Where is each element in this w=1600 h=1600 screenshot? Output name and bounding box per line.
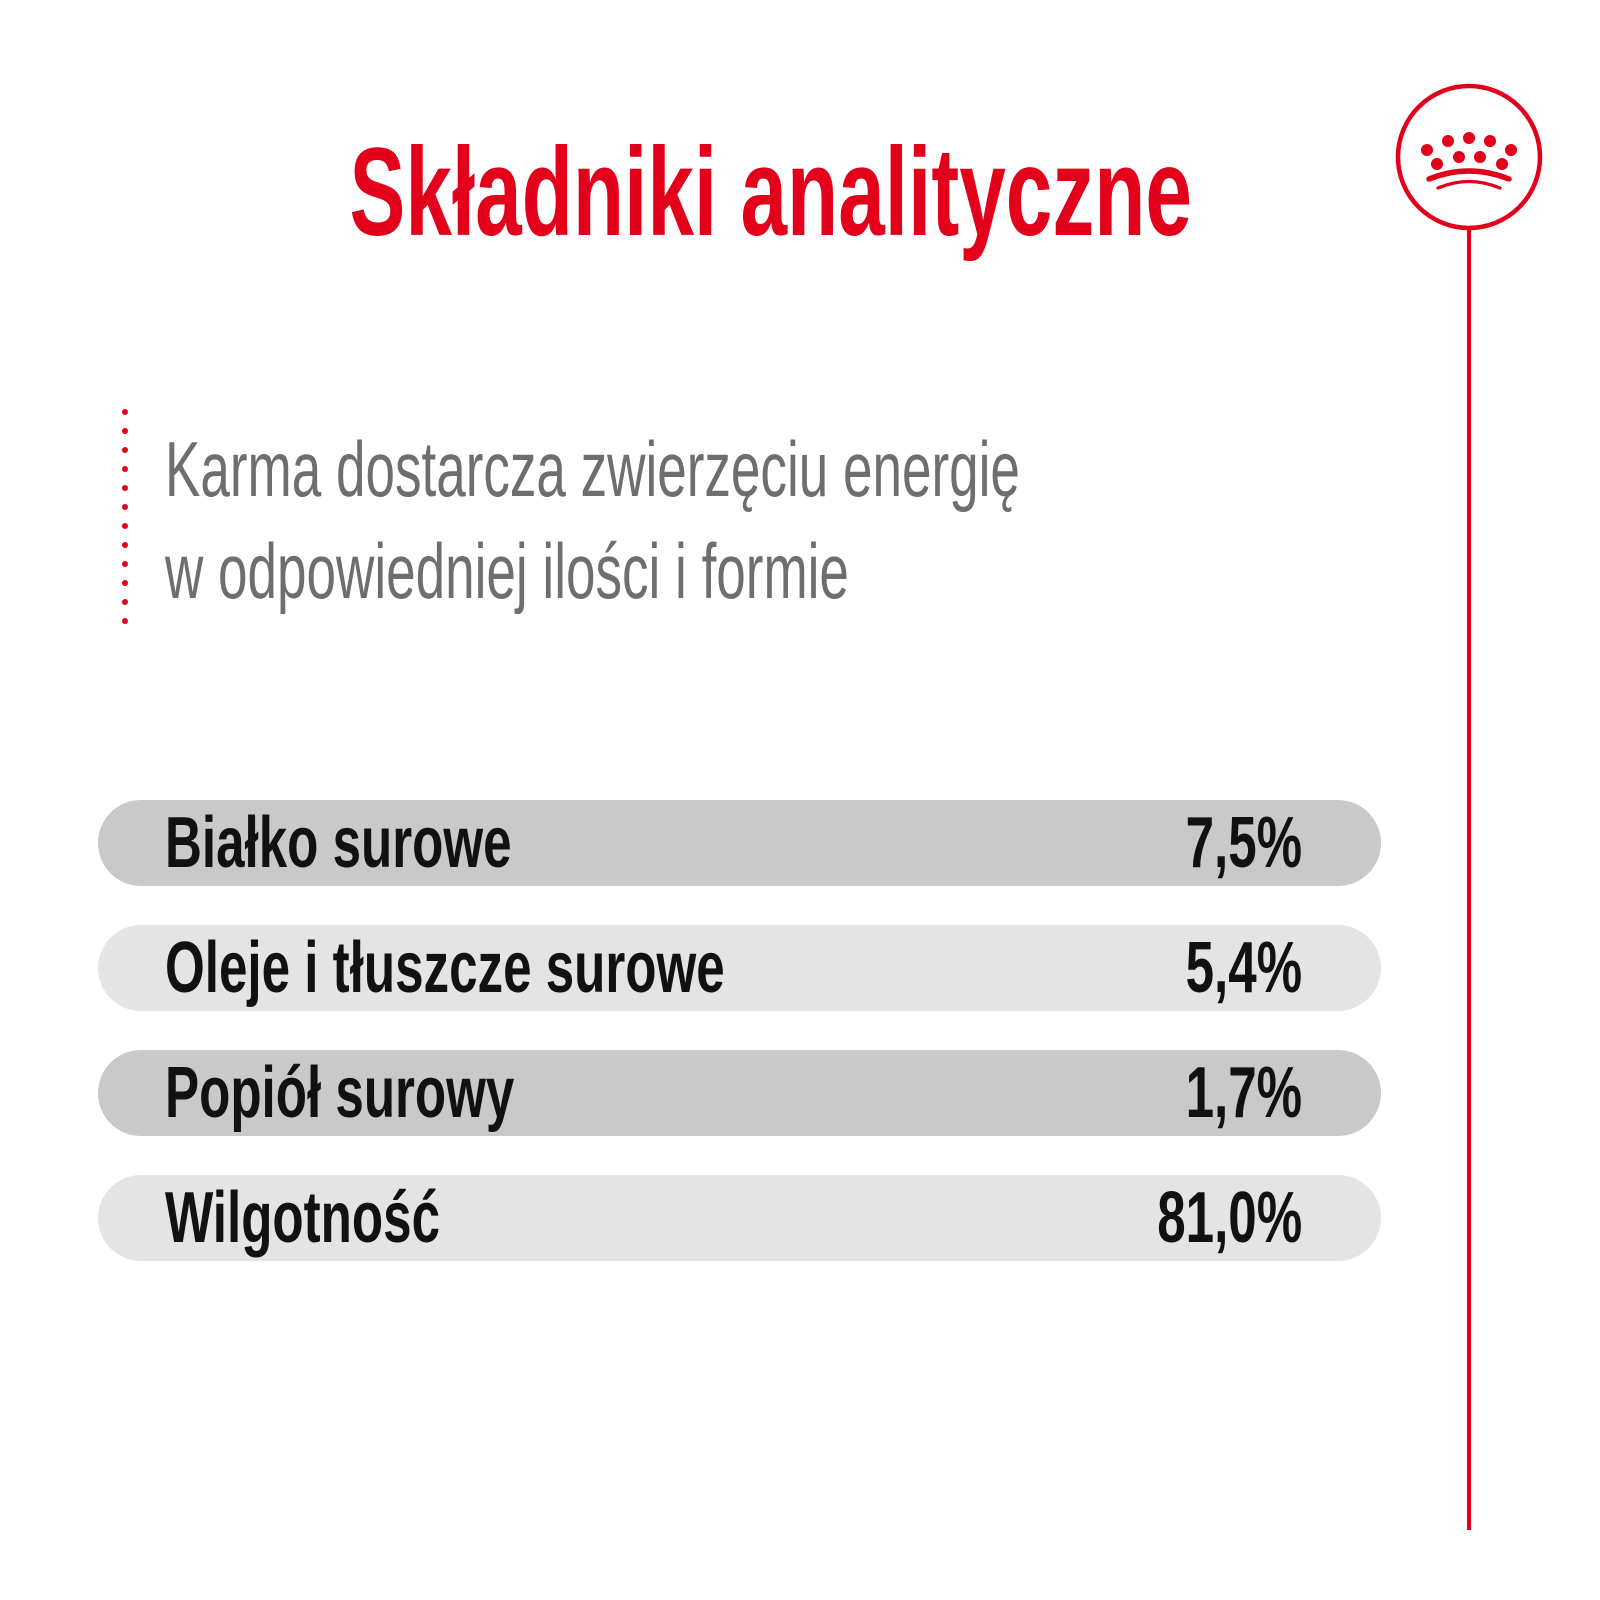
row-label: Wilgotność: [165, 1178, 441, 1258]
row-value: 7,5%: [1185, 803, 1302, 883]
intro-text: Karma dostarcza zwierzęciu energię w odp…: [165, 418, 1422, 622]
row-value: 81,0%: [1157, 1178, 1302, 1258]
dot: [122, 599, 128, 605]
row-value: 1,7%: [1185, 1053, 1302, 1133]
table-row: Popiół surowy 1,7%: [98, 1050, 1381, 1136]
row-label: Oleje i tłuszcze surowe: [165, 928, 725, 1008]
dot: [122, 504, 128, 510]
dot: [122, 447, 128, 453]
dot: [122, 466, 128, 472]
brand-logo-area: [1395, 83, 1543, 1530]
table-row: Białko surowe 7,5%: [98, 800, 1381, 886]
table-row: Oleje i tłuszcze surowe 5,4%: [98, 925, 1381, 1011]
dot: [122, 485, 128, 491]
row-label: Popiół surowy: [165, 1053, 515, 1133]
dotted-accent-line: [122, 409, 128, 624]
table-row: Wilgotność 81,0%: [98, 1175, 1381, 1261]
page-title: Składniki analityczne: [0, 130, 1542, 255]
row-label: Białko surowe: [165, 803, 512, 883]
intro-line-2: w odpowiedniej ilości i formie: [165, 527, 849, 615]
intro-line-1: Karma dostarcza zwierzęciu energię: [165, 425, 1020, 513]
dot: [122, 428, 128, 434]
dot: [122, 618, 128, 624]
row-value: 5,4%: [1185, 928, 1302, 1008]
dot: [122, 542, 128, 548]
dot: [122, 561, 128, 567]
dot: [122, 409, 128, 415]
dot: [122, 580, 128, 586]
crown-icon: [1395, 83, 1543, 231]
dot: [122, 523, 128, 529]
page-title-text: Składniki analityczne: [349, 123, 1193, 262]
